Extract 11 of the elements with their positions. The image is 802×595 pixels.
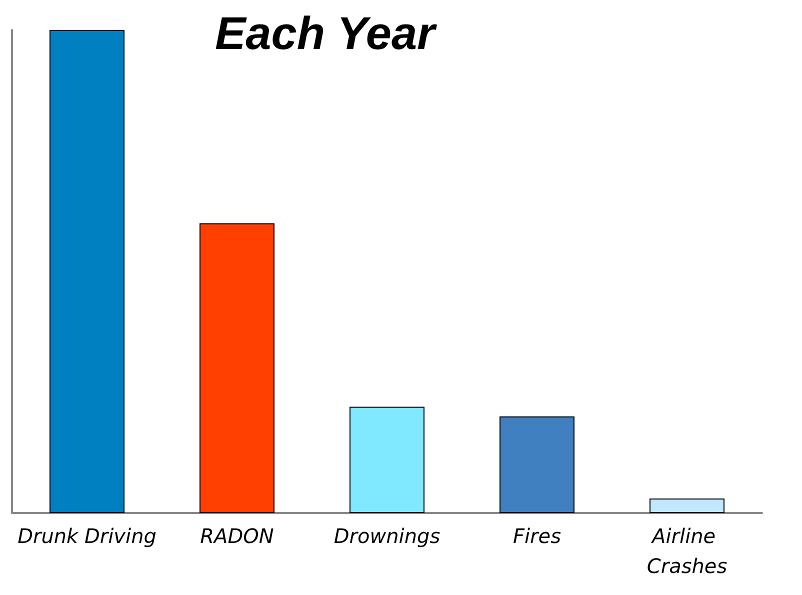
- bar: [650, 498, 724, 513]
- x-tick-label: Drunk Driving: [18, 524, 156, 548]
- x-tick-label: Airline Crashes: [646, 524, 728, 578]
- bar: [500, 416, 574, 513]
- x-tick-label: Fires: [512, 524, 562, 548]
- bar: [50, 30, 124, 513]
- x-tick-label: RADON: [200, 524, 274, 548]
- bar: [200, 223, 274, 513]
- x-tick-label: Drownings: [334, 524, 440, 548]
- chart-title: Each Year: [215, 7, 438, 59]
- bar: [350, 406, 424, 513]
